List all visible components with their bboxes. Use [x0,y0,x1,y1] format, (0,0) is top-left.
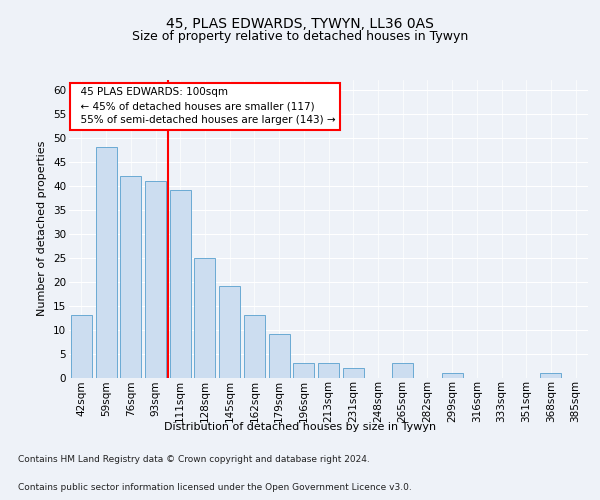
Bar [541,372,562,378]
Bar [244,315,265,378]
Bar [219,286,240,378]
Bar [170,190,191,378]
Bar [120,176,141,378]
Bar [318,363,339,378]
Bar [293,363,314,378]
Bar [392,363,413,378]
Text: Contains public sector information licensed under the Open Government Licence v3: Contains public sector information licen… [18,484,412,492]
Text: Size of property relative to detached houses in Tywyn: Size of property relative to detached ho… [132,30,468,43]
Bar [442,372,463,378]
Bar [145,181,166,378]
Bar [343,368,364,378]
Text: Contains HM Land Registry data © Crown copyright and database right 2024.: Contains HM Land Registry data © Crown c… [18,455,370,464]
Bar [194,258,215,378]
Text: 45 PLAS EDWARDS: 100sqm
  ← 45% of detached houses are smaller (117)
  55% of se: 45 PLAS EDWARDS: 100sqm ← 45% of detache… [74,88,336,126]
Bar [71,315,92,378]
Y-axis label: Number of detached properties: Number of detached properties [37,141,47,316]
Text: Distribution of detached houses by size in Tywyn: Distribution of detached houses by size … [164,422,436,432]
Bar [95,147,116,378]
Bar [269,334,290,378]
Text: 45, PLAS EDWARDS, TYWYN, LL36 0AS: 45, PLAS EDWARDS, TYWYN, LL36 0AS [166,18,434,32]
